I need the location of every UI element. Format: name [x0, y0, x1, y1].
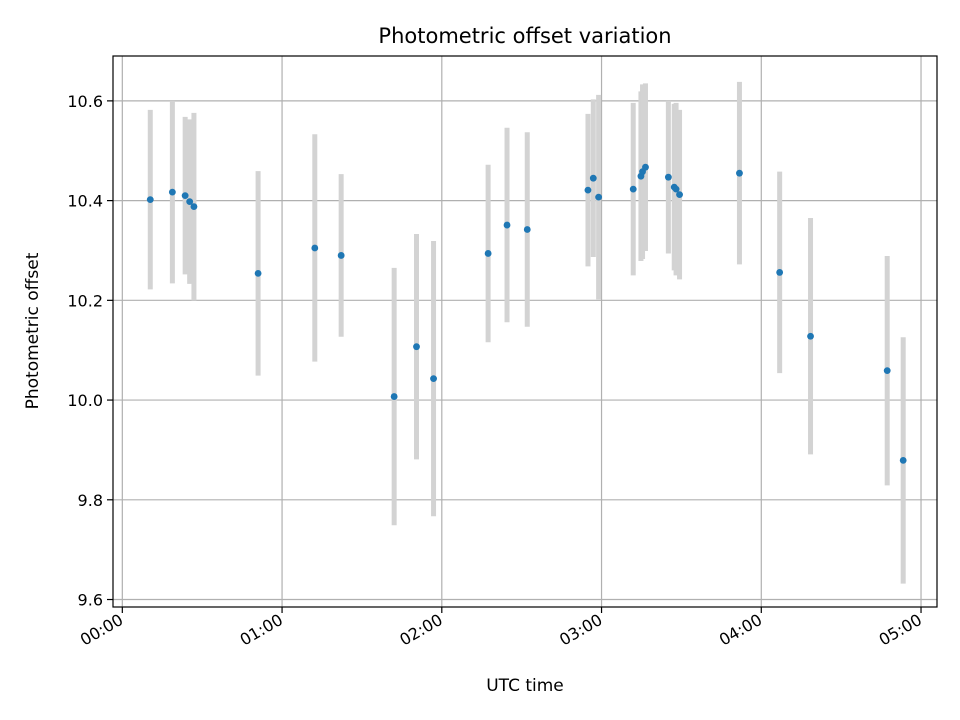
data-point	[390, 393, 398, 400]
data-point	[503, 221, 511, 229]
data-point	[190, 203, 198, 210]
data-point	[883, 367, 891, 375]
data-point	[430, 375, 437, 383]
data-point	[642, 163, 649, 171]
y-tick-label: 10.2	[67, 291, 103, 310]
data-point	[168, 188, 176, 196]
y-tick-label: 9.6	[78, 591, 103, 610]
data-point	[311, 244, 319, 252]
data-point	[736, 169, 743, 177]
data-point	[254, 270, 262, 277]
data-point	[899, 456, 907, 464]
data-point	[181, 192, 189, 200]
plot-frame	[112, 55, 938, 608]
data-point	[629, 185, 637, 193]
y-tick-label: 10.0	[67, 391, 103, 410]
y-tick-label: 9.8	[78, 491, 103, 510]
data-point	[337, 252, 345, 259]
data-point	[595, 193, 603, 201]
data-point	[484, 250, 492, 257]
data-point	[413, 343, 420, 351]
data-points	[146, 163, 907, 464]
y-tick-label: 10.4	[67, 192, 103, 211]
data-point	[676, 191, 683, 199]
chart-title: Photometric offset variation	[378, 24, 671, 48]
data-point	[186, 198, 194, 206]
data-point	[584, 186, 592, 194]
data-point	[146, 196, 154, 204]
data-point	[664, 173, 672, 181]
data-point	[776, 269, 784, 276]
data-point	[807, 332, 814, 340]
data-point	[523, 226, 531, 233]
grid-lines	[113, 56, 937, 607]
y-axis-label: Photometric offset	[23, 252, 43, 409]
x-axis-label: UTC time	[486, 676, 564, 696]
data-point	[672, 185, 680, 193]
y-tick-label: 10.6	[67, 92, 103, 111]
data-point	[589, 174, 597, 182]
